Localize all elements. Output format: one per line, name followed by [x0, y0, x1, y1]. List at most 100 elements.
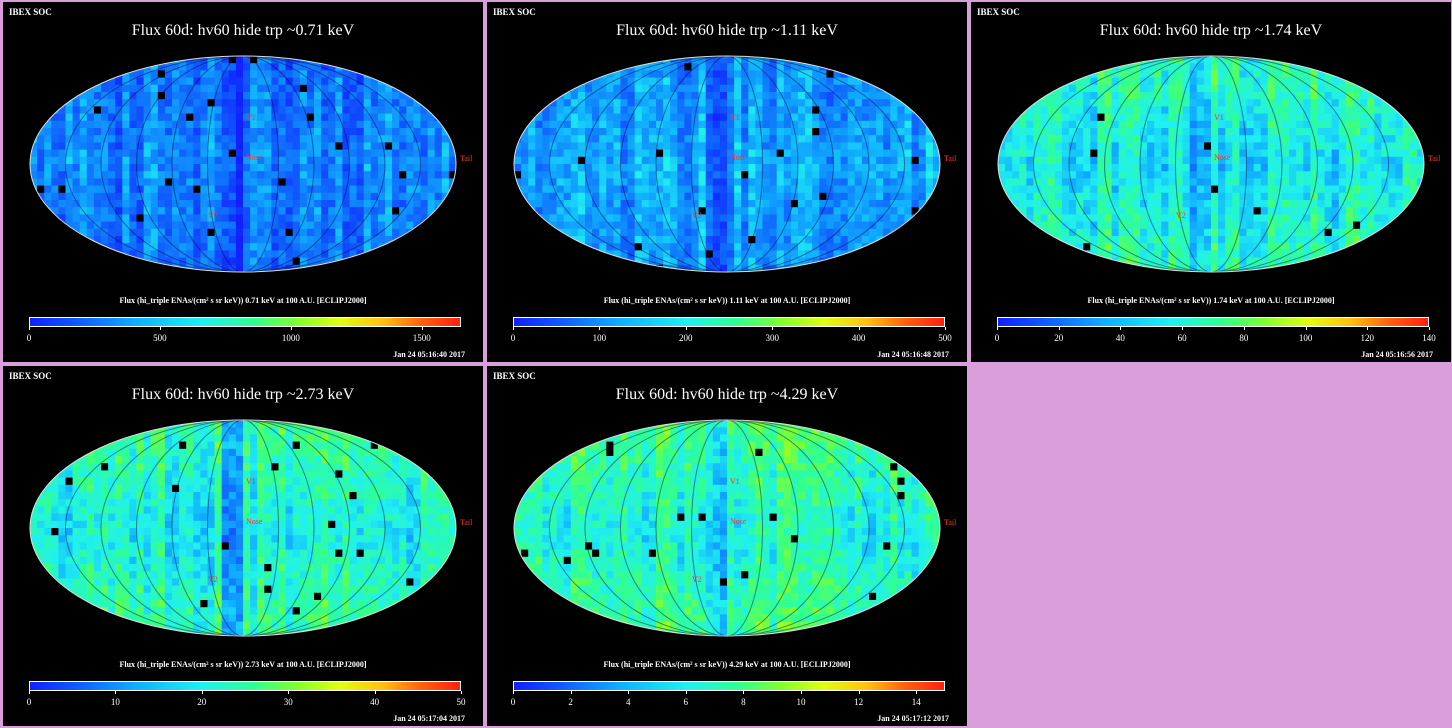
- map-pixel: [712, 221, 721, 230]
- map-pixel: [904, 77, 913, 86]
- map-pixel: [1076, 250, 1084, 259]
- map-pixel: [349, 228, 358, 237]
- map-pixel: [250, 207, 258, 215]
- map-pixel: [434, 250, 443, 259]
- map-pixel: [648, 178, 657, 187]
- map-pixel: [528, 200, 536, 208]
- map-pixel: [719, 257, 728, 266]
- map-pixel: [1296, 142, 1304, 151]
- map-pixel: [86, 228, 95, 237]
- map-pixel: [556, 264, 565, 272]
- map-pixel: [1253, 257, 1262, 266]
- map-pixel: [819, 128, 827, 136]
- map-pixel: [1189, 264, 1198, 272]
- map-pixel: [535, 77, 543, 86]
- map-pixel: [363, 63, 372, 71]
- map-pixel: [1147, 236, 1155, 244]
- map-pixel: [335, 178, 343, 187]
- map-pixel: [1005, 178, 1013, 187]
- map-pixel: [1019, 243, 1027, 251]
- map-pixel: [869, 156, 877, 165]
- map-pixel: [1019, 77, 1027, 86]
- map-pixel: [30, 56, 38, 64]
- map-pixel: [719, 236, 728, 244]
- map-pixel: [755, 236, 764, 244]
- map-pixel: [193, 228, 201, 237]
- map-pixel: [434, 257, 443, 266]
- map-pixel: [385, 207, 393, 215]
- map-pixel: [1097, 257, 1106, 266]
- map-pixel: [727, 128, 735, 136]
- map-pixel: [1054, 70, 1063, 79]
- map-pixel: [641, 207, 650, 215]
- map-pixel: [228, 156, 237, 165]
- map-pixel: [299, 70, 308, 79]
- map-pixel: [563, 77, 572, 86]
- map-pixel: [1040, 135, 1049, 143]
- map-pixel: [570, 192, 579, 201]
- map-pixel: [592, 113, 600, 122]
- map-pixel: [299, 236, 308, 244]
- map-pixel: [321, 149, 329, 158]
- map-pixel: [918, 200, 927, 208]
- map-pixel: [1267, 149, 1276, 158]
- map-pixel: [193, 164, 201, 172]
- map-pixel: [1211, 221, 1219, 230]
- map-pixel: [1232, 250, 1240, 259]
- map-pixel: [790, 56, 799, 64]
- map-pixel: [108, 257, 116, 266]
- map-pixel: [712, 84, 721, 93]
- map-pixel: [1289, 113, 1297, 122]
- map-pixel: [620, 70, 629, 79]
- map-pixel: [641, 149, 650, 158]
- map-pixel: [535, 207, 543, 215]
- map-pixel: [186, 149, 194, 158]
- map-pixel: [1296, 228, 1304, 237]
- map-pixel: [1132, 250, 1141, 259]
- map-pixel: [1260, 250, 1269, 259]
- map-pixel: [1239, 228, 1248, 237]
- map-pixel: [876, 149, 884, 158]
- map-pixel: [406, 156, 414, 165]
- map-pixel: [613, 106, 622, 115]
- map-pixel: [1019, 156, 1027, 165]
- map-pixel: [1104, 164, 1113, 172]
- map-pixel: [342, 164, 351, 172]
- map-pixel: [257, 236, 265, 244]
- map-pixel: [812, 120, 820, 129]
- map-pixel: [1125, 142, 1134, 151]
- map-pixel: [1104, 171, 1113, 179]
- map-pixel: [769, 56, 778, 64]
- map-pixel: [434, 128, 443, 136]
- map-pixel: [1033, 106, 1042, 115]
- map-pixel: [634, 221, 643, 230]
- map-pixel: [1246, 92, 1255, 100]
- map-pixel: [1175, 99, 1184, 107]
- map-pixel: [172, 56, 180, 64]
- map-pixel: [748, 178, 756, 187]
- map-pixel: [306, 99, 315, 107]
- map-pixel: [1296, 200, 1304, 208]
- map-pixel: [1232, 171, 1240, 179]
- map-pixel: [122, 156, 130, 165]
- map-pixel: [1090, 77, 1098, 86]
- map-pixel: [1076, 149, 1084, 158]
- map-pixel: [1203, 214, 1212, 223]
- map-pixel: [925, 214, 934, 223]
- map-pixel: [136, 135, 145, 143]
- map-pixel: [627, 192, 636, 201]
- map-pixel: [599, 99, 607, 107]
- map-pixel: [65, 221, 74, 230]
- map-pixel: [250, 106, 258, 115]
- map-pixel: [235, 221, 244, 230]
- map-pixel: [1175, 221, 1184, 230]
- map-pixel: [399, 106, 407, 115]
- map-pixel: [72, 192, 81, 201]
- map-pixel: [370, 63, 379, 71]
- map-pixel: [1061, 135, 1070, 143]
- map-pixel: [413, 257, 422, 266]
- map-pixel: [762, 156, 771, 165]
- map-pixel: [634, 56, 643, 64]
- map-pixel: [356, 56, 365, 64]
- map-pixel: [535, 236, 543, 244]
